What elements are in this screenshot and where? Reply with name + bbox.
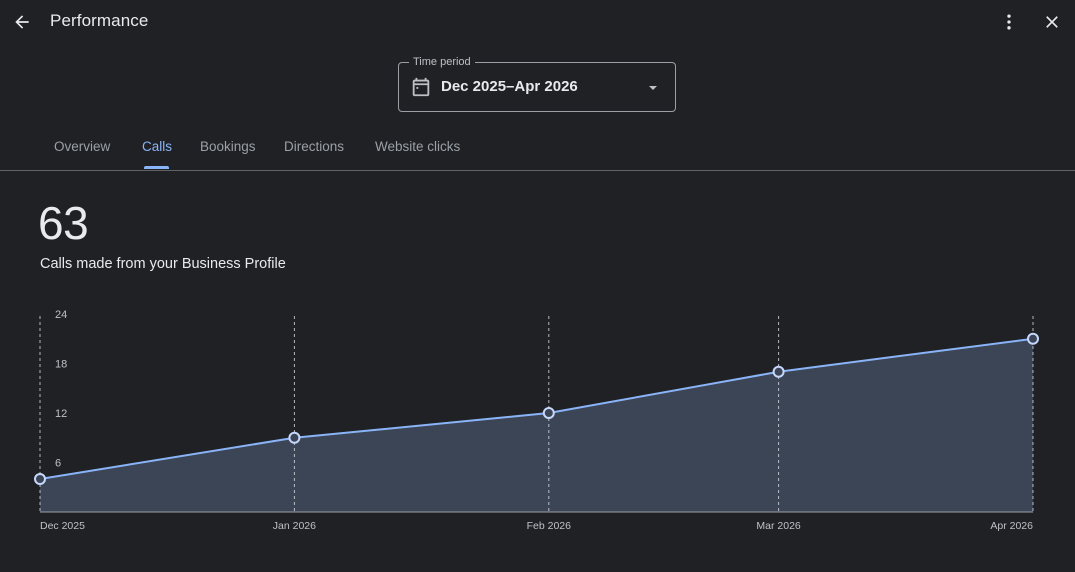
data-point-1 bbox=[288, 431, 301, 444]
metric-value: 63 bbox=[38, 197, 89, 249]
tab-overview[interactable]: Overview bbox=[54, 139, 111, 154]
calendar-icon bbox=[412, 77, 430, 97]
arrow-back-icon bbox=[15, 15, 29, 29]
x-tick-label-2: Feb 2026 bbox=[527, 520, 572, 532]
active-tab-indicator bbox=[144, 166, 169, 169]
metric-label: Calls made from your Business Profile bbox=[40, 256, 286, 272]
tab-bookings[interactable]: Bookings bbox=[200, 139, 256, 154]
x-tick-label-1: Jan 2026 bbox=[273, 520, 316, 532]
page-title: Performance bbox=[50, 11, 149, 30]
more-options-button[interactable] bbox=[993, 6, 1025, 38]
area-fill bbox=[40, 338, 1033, 512]
data-point-0 bbox=[34, 473, 46, 485]
back-button[interactable] bbox=[6, 6, 38, 38]
x-tick-label-3: Mar 2026 bbox=[756, 520, 801, 532]
time-period-select[interactable]: Time period Dec 2025–Apr 2026 bbox=[398, 55, 676, 112]
data-point-3 bbox=[772, 365, 785, 378]
y-tick-label-1: 18 bbox=[55, 359, 67, 371]
y-tick-label-0: 24 bbox=[55, 309, 67, 321]
tab-directions[interactable]: Directions bbox=[284, 139, 345, 154]
time-period-label: Time period bbox=[409, 55, 475, 69]
calls-chart: 24 18 12 6 Dec 2025 Jan 2026 Feb 2026 Mar 2026 A… bbox=[0, 300, 1075, 540]
data-point-2 bbox=[542, 407, 555, 419]
close-icon bbox=[1046, 16, 1058, 28]
x-tick-label-0: Dec 2025 bbox=[40, 520, 85, 532]
tab-calls[interactable]: Calls bbox=[142, 139, 173, 154]
data-point-4 bbox=[1027, 332, 1039, 345]
y-tick-label-2: 12 bbox=[55, 408, 67, 420]
calls-chart-svg: 24 18 12 6 Dec 2025 Jan 2026 Feb 2026 Mar 2026 A… bbox=[34, 309, 1039, 532]
y-tick-label-3: 6 bbox=[55, 458, 61, 470]
close-button[interactable] bbox=[1036, 6, 1068, 38]
x-tick-label-4: Apr 2026 bbox=[990, 520, 1033, 532]
header: Performance bbox=[0, 0, 1075, 44]
more-vert-icon bbox=[1007, 14, 1011, 30]
arrow-drop-down-icon bbox=[649, 86, 657, 90]
tab-bar: Overview Calls Bookings Directions Websi… bbox=[0, 128, 1075, 171]
tab-website-clicks[interactable]: Website clicks bbox=[375, 139, 461, 154]
time-period-value: Dec 2025–Apr 2026 bbox=[441, 78, 578, 95]
